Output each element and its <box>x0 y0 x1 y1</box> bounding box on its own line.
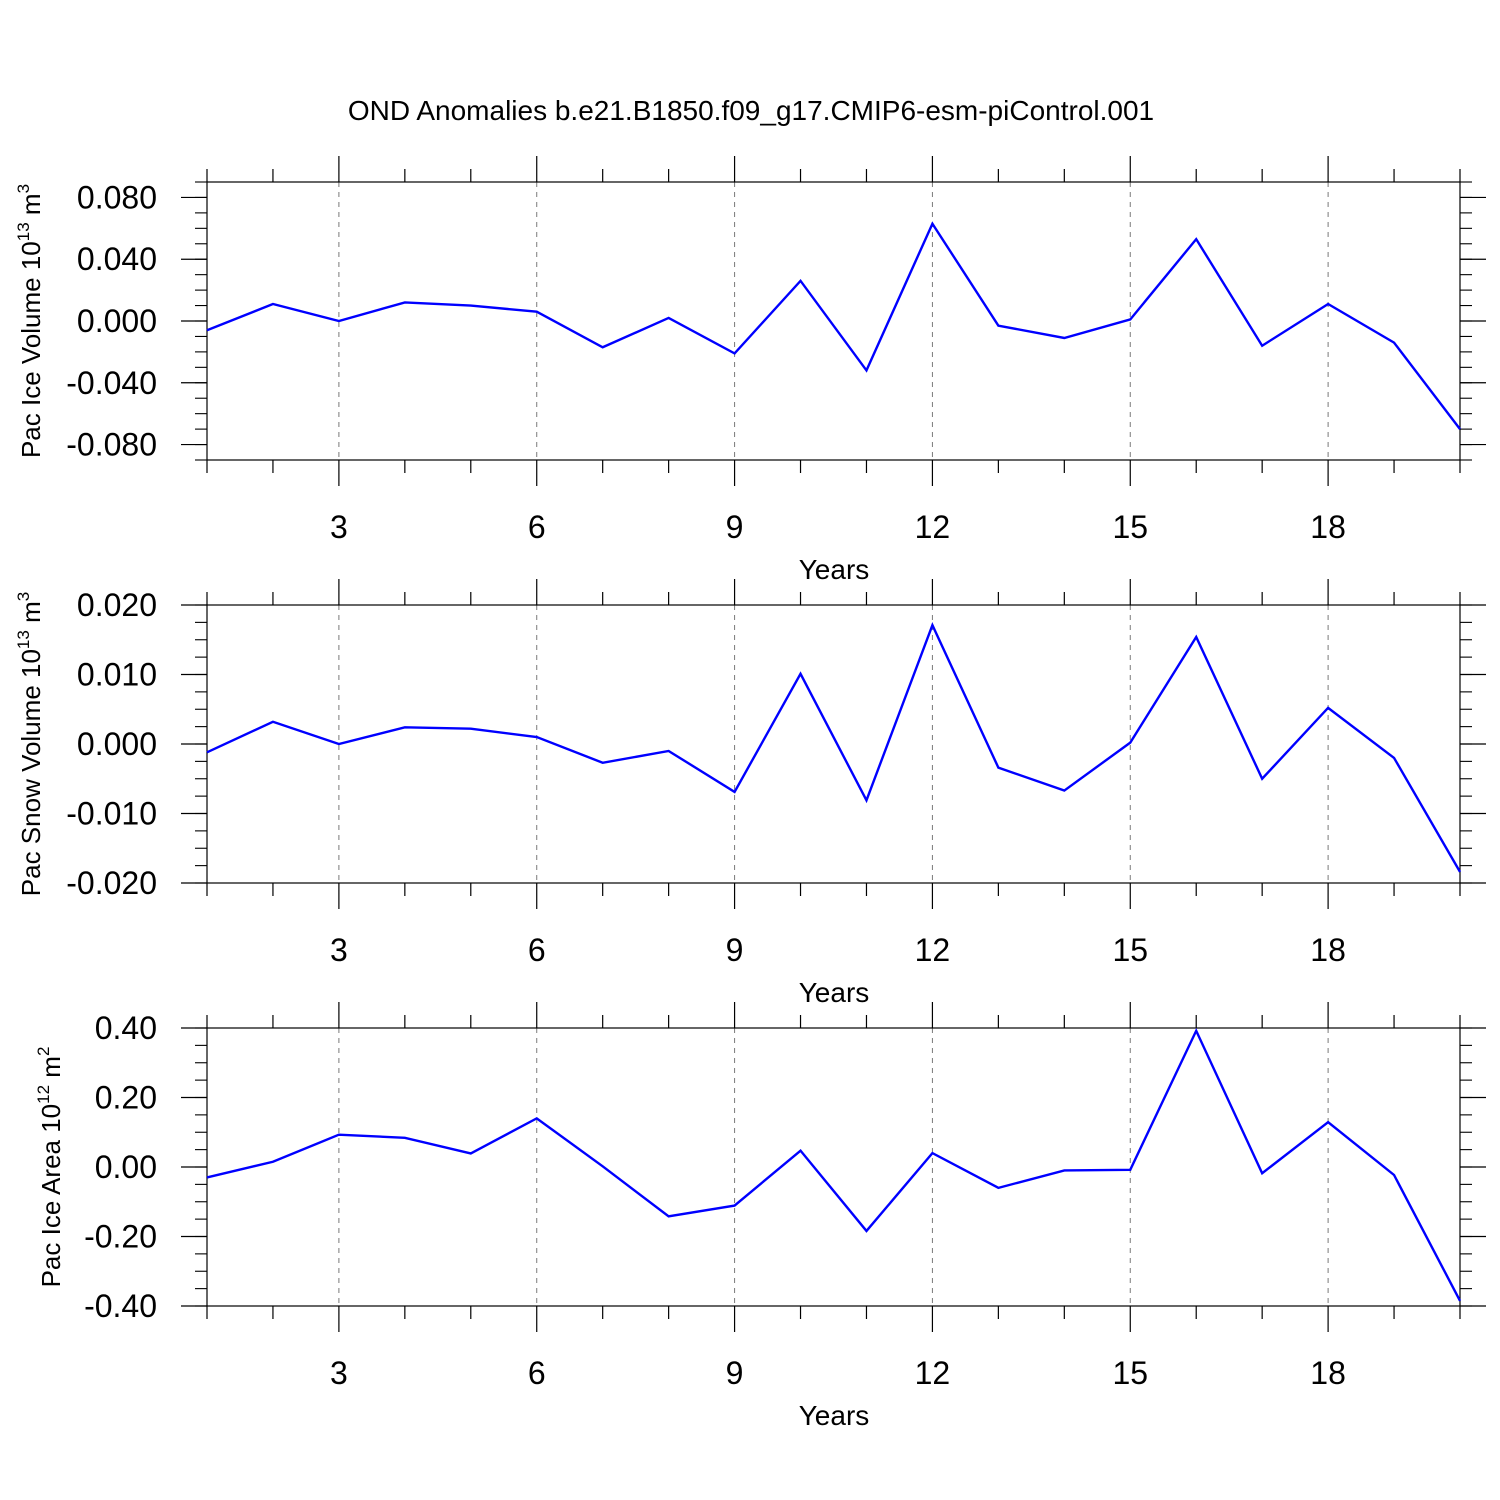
x-tick-label: 15 <box>1112 932 1148 968</box>
x-tick-label: 12 <box>915 509 951 545</box>
y-tick-label: -0.40 <box>84 1288 157 1324</box>
series-line <box>206 1027 1462 1302</box>
plot-frame <box>206 181 1461 461</box>
x-tick-label: 18 <box>1310 509 1346 545</box>
y-tick-label: -0.040 <box>66 365 157 401</box>
series-line <box>206 622 1462 873</box>
chart-title: OND Anomalies b.e21.B1850.f09_g17.CMIP6-… <box>348 95 1154 126</box>
x-tick-label: 18 <box>1310 932 1346 968</box>
y-tick-label: 0.040 <box>77 241 157 277</box>
y-tick-label: 0.000 <box>77 726 157 762</box>
x-tick-label: 3 <box>330 1355 348 1391</box>
x-tick-label: 15 <box>1112 1355 1148 1391</box>
x-tick-label: 12 <box>915 1355 951 1391</box>
y-tick-label: -0.020 <box>66 865 157 901</box>
y-tick-label: -0.20 <box>84 1219 157 1255</box>
panel-2: -0.020 -0.010 0.000 0.010 0.020 3 6 9 12 15 18 Year… <box>14 579 1486 1008</box>
x-axis-label: Years <box>799 554 870 585</box>
y-tick-label: -0.010 <box>66 796 157 832</box>
series-line <box>206 221 1461 430</box>
x-tick-label: 12 <box>915 932 951 968</box>
x-tick-label: 6 <box>528 1355 546 1391</box>
x-tick-label: 6 <box>528 509 546 545</box>
y-axis-label: Pac Snow Volume 1013 m3 <box>14 592 46 896</box>
y-tick-label: 0.080 <box>77 179 157 215</box>
x-axis-label: Years <box>799 1400 870 1431</box>
y-tick-label: 0.010 <box>77 657 157 693</box>
y-tick-label: 0.020 <box>77 587 157 623</box>
y-axis-label: Pac Ice Area 1012 m2 <box>34 1047 66 1288</box>
x-tick-label: 9 <box>726 1355 744 1391</box>
y-tick-label: 0.20 <box>95 1080 157 1116</box>
y-axis-label: Pac Ice Volume 1013 m3 <box>14 184 46 458</box>
panels: -0.080 -0.040 0.000 0.040 0.080 3 6 9 12 15 18 Year… <box>14 156 1486 1431</box>
x-tick-label: 18 <box>1310 1355 1346 1391</box>
y-tick-label: -0.080 <box>66 427 157 463</box>
x-tick-label: 6 <box>528 932 546 968</box>
y-tick-label: 0.000 <box>77 303 157 339</box>
panel-1: -0.080 -0.040 0.000 0.040 0.080 3 6 9 12 15 18 Year… <box>14 156 1486 585</box>
x-tick-label: 9 <box>726 509 744 545</box>
x-tick-label: 9 <box>726 932 744 968</box>
plot-frame <box>206 604 1461 884</box>
y-tick-label: 0.00 <box>95 1149 157 1185</box>
x-tick-label: 15 <box>1112 509 1148 545</box>
x-tick-label: 3 <box>330 932 348 968</box>
x-axis-label: Years <box>799 977 870 1008</box>
panel-3: -0.40 -0.20 0.00 0.20 0.40 3 6 9 12 15 18 Years Pac … <box>34 1002 1486 1431</box>
x-tick-label: 3 <box>330 509 348 545</box>
y-tick-label: 0.40 <box>95 1010 157 1046</box>
